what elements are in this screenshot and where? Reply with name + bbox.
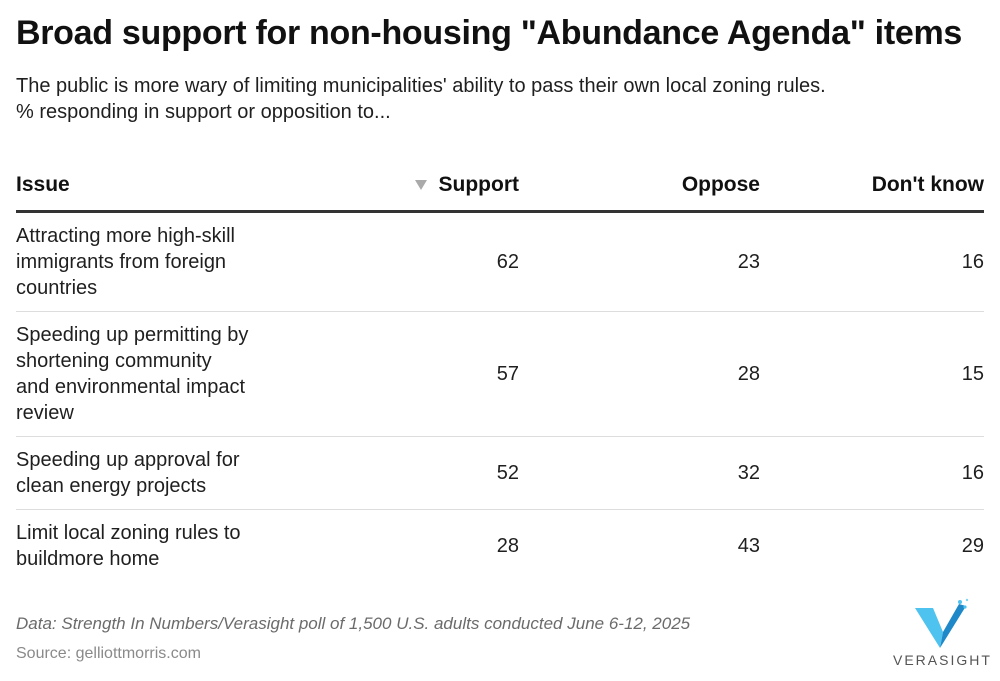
support-cell: 62 — [316, 211, 519, 312]
support-cell: 28 — [496, 535, 519, 557]
poll-results-table: Issue Support Oppose Don't know Attracti… — [16, 160, 984, 582]
oppose-cell: 32 — [519, 436, 760, 510]
support-cell: 57 — [316, 311, 519, 437]
issue-cell: Speeding up permitting by shortening comm… — [16, 311, 316, 437]
column-header-issue[interactable]: Issue — [16, 160, 316, 213]
support-cell: 52 — [316, 436, 519, 510]
subtitle-line: % responding in support or opposition to… — [16, 101, 391, 123]
table-row: Speeding up permitting by shortening comm… — [16, 311, 984, 437]
issue-line: and environmental impact — [16, 376, 246, 398]
issue-line: shortening community — [16, 350, 212, 372]
issue-cell: Attracting more high-skill immigrants fro… — [16, 211, 316, 312]
issue-line: Attracting more high-skill — [16, 225, 235, 247]
column-header-support-label: Support — [438, 173, 519, 196]
dont-know-cell: 16 — [760, 211, 984, 312]
dont-know-cell: 16 — [760, 436, 984, 510]
table-row: Speeding up approval for clean energy pro… — [16, 436, 984, 510]
issue-cell: Speeding up approval for clean energy pro… — [16, 436, 316, 510]
oppose-cell: 43 — [737, 535, 760, 557]
table-row: Attracting more high-skill immigrants fro… — [16, 211, 984, 312]
issue-text: Limit local zoning rules to buildmore hom… — [16, 510, 316, 582]
table-header-row: Issue Support Oppose Don't know — [16, 160, 984, 213]
issue-line: clean energy projects — [16, 475, 207, 497]
issue-line: Speeding up permitting by — [16, 324, 249, 346]
chart-subtitle: The public is more wary of limiting muni… — [16, 73, 986, 125]
logo-text: VERASIGHT — [893, 652, 992, 668]
issue-cell: Limit local zoning rules to buildmore hom… — [16, 510, 316, 583]
table-body: Attracting more high-skill immigrants fro… — [16, 211, 984, 583]
issue-line: buildmore home — [16, 548, 160, 570]
data-note: Data: Strength In Numbers/Verasight poll… — [16, 614, 691, 633]
column-header-oppose[interactable]: Oppose — [519, 160, 760, 213]
column-header-dont-know[interactable]: Don't know — [760, 160, 984, 213]
table-row: Limit local zoning rules to buildmore hom… — [16, 510, 984, 583]
issue-line: countries — [16, 277, 98, 299]
issue-text: Attracting more high-skill immigrants fro… — [16, 213, 316, 311]
dont-know-cell: 29 — [961, 535, 984, 557]
chart-title: Broad support for non-housing "Abundance… — [16, 14, 962, 52]
source-line: Source: gelliottmorris.com — [16, 645, 201, 662]
issue-line: Speeding up approval for — [16, 449, 240, 471]
oppose-cell: 23 — [519, 211, 760, 312]
issue-text: Speeding up approval for clean energy pro… — [16, 437, 316, 509]
oppose-cell: 28 — [519, 311, 760, 437]
issue-line: Limit local zoning rules to — [16, 522, 241, 544]
sort-descending-icon[interactable] — [414, 180, 427, 190]
issue-line: immigrants from foreign — [16, 251, 227, 273]
column-header-support[interactable]: Support — [316, 160, 519, 213]
issue-text: Speeding up permitting by shortening comm… — [16, 312, 316, 436]
dont-know-cell: 15 — [760, 311, 984, 437]
verasight-logo: VERASIGHT — [893, 598, 992, 670]
verasight-v-logo-icon — [915, 598, 969, 648]
subtitle-line: The public is more wary of limiting muni… — [16, 75, 826, 97]
issue-line: review — [16, 402, 74, 424]
